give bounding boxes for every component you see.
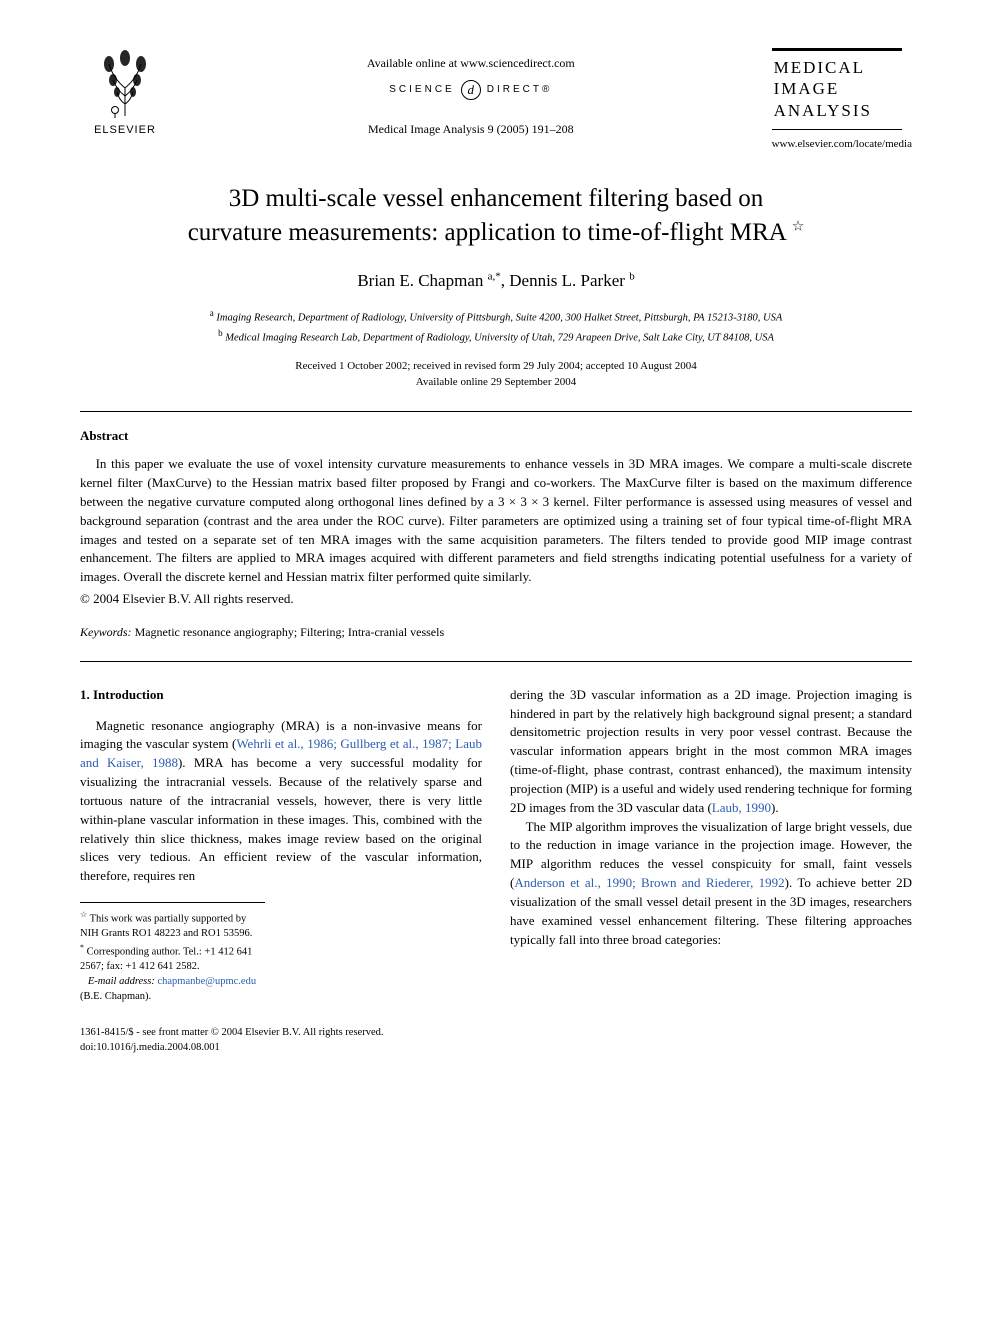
keywords-line: Keywords: Magnetic resonance angiography… (80, 623, 912, 641)
title-line-2: curvature measurements: application to t… (188, 219, 786, 246)
p1d-text: ). (771, 800, 779, 815)
affiliation-b: b Medical Imaging Research Lab, Departme… (80, 327, 912, 346)
title-footnote-star-icon: ☆ (792, 220, 805, 235)
p1c-text: dering the 3D vascular information as a … (510, 687, 912, 815)
author-2-name: Dennis L. Parker (509, 271, 625, 290)
journal-brand-block: MEDICAL IMAGE ANALYSIS www.elsevier.com/… (772, 48, 912, 152)
ref-anderson-brown[interactable]: Anderson et al., 1990; Brown and Riedere… (514, 875, 784, 890)
author-separator: , (501, 271, 510, 290)
section-1-heading: 1. Introduction (80, 686, 482, 705)
affil-a-text: Imaging Research, Department of Radiolog… (214, 313, 783, 324)
article-title: 3D multi-scale vessel enhancement filter… (80, 182, 912, 250)
abstract-copyright: © 2004 Elsevier B.V. All rights reserved… (80, 589, 912, 609)
email-link[interactable]: chapmanbe@upmc.edu (155, 976, 256, 987)
abstract-body: In this paper we evaluate the use of vox… (80, 455, 912, 587)
affiliation-a: a Imaging Research, Department of Radiol… (80, 307, 912, 326)
publisher-name: ELSEVIER (80, 122, 170, 139)
keywords-label: Keywords: (80, 625, 132, 639)
publisher-logo: ELSEVIER (80, 48, 170, 139)
email-tail: (B.E. Chapman). (80, 991, 151, 1002)
left-column-block: 1. Introduction Magnetic resonance angio… (80, 686, 482, 1005)
intro-paragraph-1-part-b: dering the 3D vascular information as a … (510, 686, 912, 818)
author-1-name: Brian E. Chapman (357, 271, 483, 290)
footnote-grant: ☆ This work was partially supported by N… (80, 909, 265, 942)
p1b-text: ). MRA has become a very successful moda… (80, 755, 482, 883)
footnote-grant-text: This work was partially supported by NIH… (80, 914, 252, 940)
journal-title-box: MEDICAL IMAGE ANALYSIS (772, 48, 902, 130)
abstract-heading: Abstract (80, 426, 912, 446)
ref-laub-1990[interactable]: Laub, 1990 (712, 800, 771, 815)
header-center: Available online at www.sciencedirect.co… (170, 48, 772, 138)
intro-paragraph-1-part-a: Magnetic resonance angiography (MRA) is … (80, 717, 482, 887)
affiliations: a Imaging Research, Department of Radiol… (80, 307, 912, 346)
divider-top (80, 411, 912, 412)
page-header: ELSEVIER Available online at www.science… (80, 48, 912, 152)
available-online-text: Available online at www.sciencedirect.co… (170, 54, 772, 72)
dates-online: Available online 29 September 2004 (80, 374, 912, 391)
journal-reference: Medical Image Analysis 9 (2005) 191–208 (170, 120, 772, 138)
author-2-affil-marker: b (629, 270, 635, 282)
title-line-1: 3D multi-scale vessel enhancement filter… (229, 185, 764, 212)
footnote-corresponding: * Corresponding author. Tel.: +1 412 641… (80, 942, 265, 975)
footer-issn-copyright: 1361-8415/$ - see front matter © 2004 El… (80, 1026, 912, 1041)
footnote-corr-text: Corresponding author. Tel.: +1 412 641 2… (80, 946, 252, 972)
divider-bottom (80, 661, 912, 662)
footnotes-block: ☆ This work was partially supported by N… (80, 902, 265, 1004)
sd-d-icon: d (461, 80, 481, 100)
author-1-affil-marker: a,* (488, 270, 501, 282)
sd-left: SCIENCE (389, 82, 454, 97)
footer-doi: doi:10.1016/j.media.2004.08.001 (80, 1041, 912, 1056)
email-label: E-mail address: (88, 976, 155, 987)
page-footer: 1361-8415/$ - see front matter © 2004 El… (80, 1026, 912, 1055)
science-direct-logo: SCIENCE d DIRECT® (389, 80, 552, 100)
affil-b-text: Medical Imaging Research Lab, Department… (223, 332, 774, 343)
intro-paragraph-2: The MIP algorithm improves the visualiza… (510, 818, 912, 950)
author-list: Brian E. Chapman a,*, Dennis L. Parker b (80, 268, 912, 294)
elsevier-tree-icon (95, 48, 155, 118)
journal-url: www.elsevier.com/locate/media (772, 136, 912, 153)
journal-box-line-1: MEDICAL (774, 57, 900, 78)
body-columns: 1. Introduction Magnetic resonance angio… (80, 686, 912, 1005)
keywords-text: Magnetic resonance angiography; Filterin… (132, 625, 445, 639)
dates-received: Received 1 October 2002; received in rev… (80, 358, 912, 375)
journal-box-line-2: IMAGE (774, 78, 900, 99)
article-dates: Received 1 October 2002; received in rev… (80, 358, 912, 391)
journal-box-line-3: ANALYSIS (774, 100, 900, 121)
sd-right: DIRECT® (487, 82, 553, 97)
footnote-email: E-mail address: chapmanbe@upmc.edu (B.E.… (80, 975, 265, 1004)
